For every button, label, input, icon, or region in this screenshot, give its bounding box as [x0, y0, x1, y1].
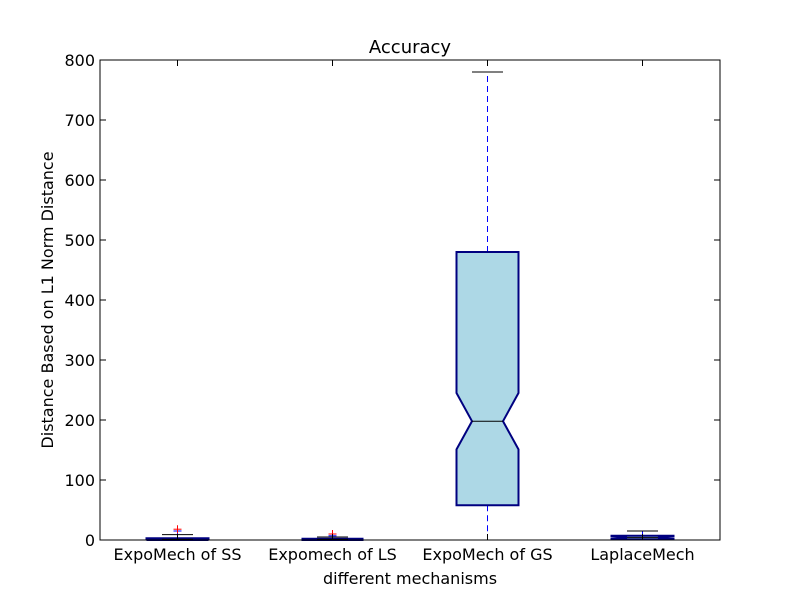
- y-tick-label: 700: [64, 111, 95, 130]
- y-tick-label: 300: [64, 351, 95, 370]
- x-tick-label: ExpoMech of GS: [422, 545, 552, 564]
- x-axis-label: different mechanisms: [323, 569, 497, 588]
- x-tick-label: LaplaceMech: [590, 545, 694, 564]
- y-tick-label: 0: [85, 531, 95, 550]
- y-tick-label: 600: [64, 171, 95, 190]
- x-tick-label: ExpoMech of SS: [113, 545, 241, 564]
- outlier-point: [173, 525, 182, 534]
- y-tick-label: 100: [64, 471, 95, 490]
- box: [455, 251, 520, 507]
- y-tick-label: 400: [64, 291, 95, 310]
- y-axis-label: Distance Based on L1 Norm Distance: [38, 151, 57, 448]
- x-tick-label: Expomech of LS: [268, 545, 397, 564]
- y-tick-label: 500: [64, 231, 95, 250]
- y-tick-label: 800: [64, 51, 95, 70]
- y-tick-label: 200: [64, 411, 95, 430]
- chart-title: Accuracy: [369, 37, 452, 58]
